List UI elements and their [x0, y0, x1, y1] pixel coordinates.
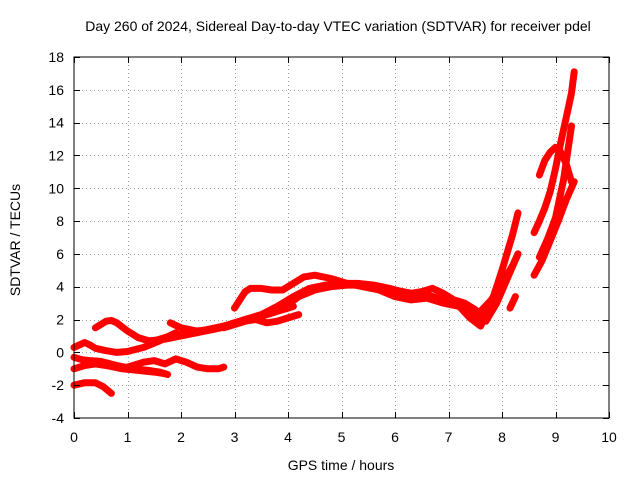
y-tick-label: 12 — [48, 147, 64, 163]
plot-frame — [73, 56, 610, 419]
series-arc-3 — [70, 360, 169, 378]
y-tick-label: 14 — [48, 115, 64, 131]
series-arc-6 — [124, 355, 228, 373]
series-arc-10 — [220, 311, 303, 332]
y-tick-label: 10 — [48, 180, 64, 196]
y-tick-label: 2 — [56, 312, 64, 328]
y-tick-label: 16 — [48, 82, 64, 98]
series-arc-11 — [506, 293, 519, 312]
x-axis-label: GPS time / hours — [288, 457, 395, 473]
x-tick-label: 1 — [124, 429, 132, 445]
series-arc-9 — [231, 209, 522, 330]
x-tick-label: 7 — [445, 429, 453, 445]
data-series-layer — [70, 68, 578, 397]
y-axis-label: SDTVAR / TECUs — [7, 184, 23, 296]
y-tick-label: 6 — [56, 246, 64, 262]
chart-title: Day 260 of 2024, Sidereal Day-to-day VTE… — [85, 18, 591, 34]
x-tick-label: 2 — [177, 429, 185, 445]
y-tick-label: 0 — [56, 344, 64, 360]
y-tick-labels: -4 -2 0 2 4 6 8 10 12 14 16 18 — [48, 49, 64, 426]
series-arc-4 — [70, 379, 115, 397]
x-tick-label: 4 — [284, 429, 292, 445]
y-tick-label: -2 — [52, 377, 65, 393]
y-tick-label: 4 — [56, 279, 64, 295]
x-tick-label: 8 — [498, 429, 506, 445]
y-tick-label: 18 — [48, 49, 64, 65]
series-arc-8 — [166, 250, 522, 335]
x-tick-label: 3 — [231, 429, 239, 445]
x-tick-label: 10 — [601, 429, 617, 445]
x-tick-label: 5 — [338, 429, 346, 445]
x-tick-label: 0 — [70, 429, 78, 445]
grid-lines — [74, 57, 609, 418]
x-tick-label: 9 — [552, 429, 560, 445]
y-tick-label: -4 — [52, 410, 65, 426]
x-tick-labels: 0 1 2 3 4 5 6 7 8 9 10 — [70, 429, 617, 445]
series-arc-15 — [535, 122, 575, 261]
y-tick-label: 8 — [56, 213, 64, 229]
x-tick-label: 6 — [391, 429, 399, 445]
series-arc-12 — [530, 68, 578, 237]
axis-ticks — [74, 57, 610, 419]
